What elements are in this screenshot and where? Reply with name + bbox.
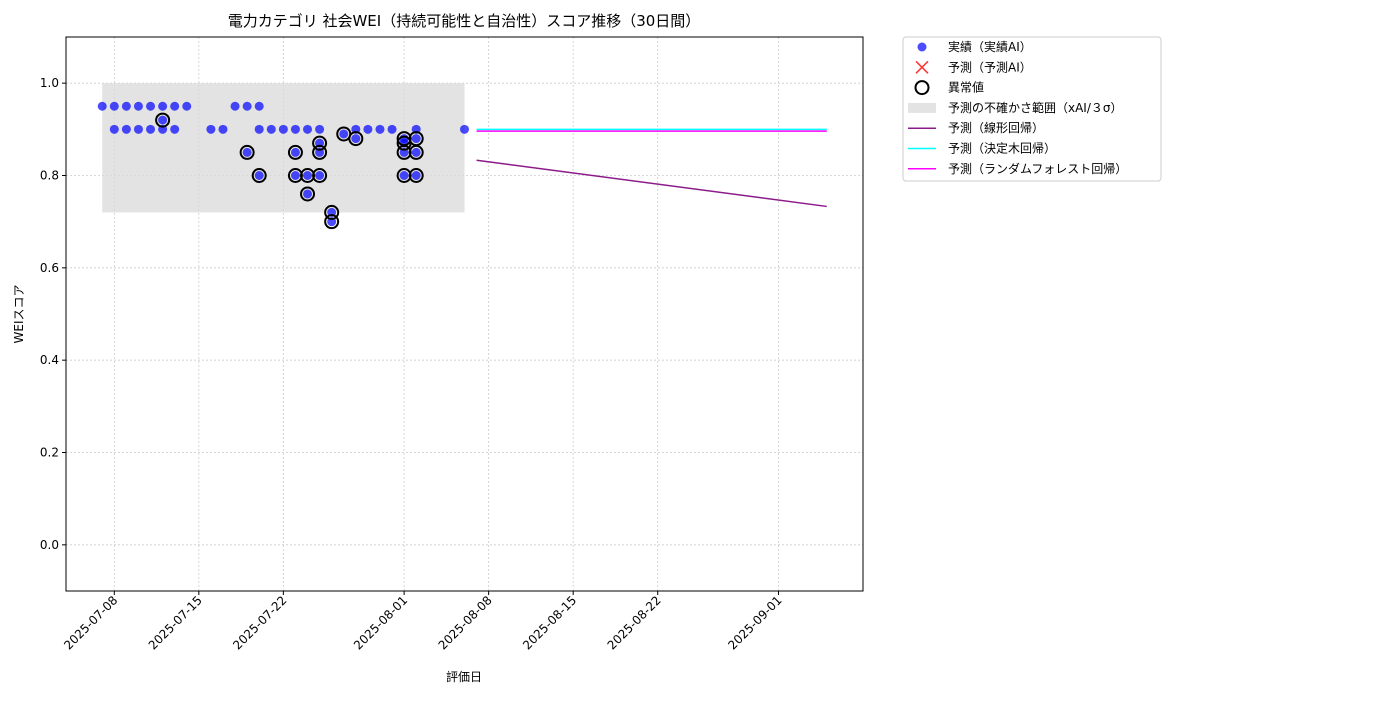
data-point (242, 147, 252, 157)
x-tick-label: 2025-07-08 (61, 593, 120, 652)
anomaly-marker (251, 168, 267, 183)
y-tick-label: 0.0 (40, 538, 59, 552)
data-point (290, 171, 300, 180)
x-tick-label: 2025-08-22 (605, 593, 664, 652)
data-point (218, 124, 228, 134)
data-point (133, 124, 143, 134)
data-point (399, 171, 409, 180)
anomaly-marker (348, 131, 364, 147)
anomaly-marker (408, 131, 424, 147)
data-point (182, 101, 192, 111)
data-point (290, 147, 300, 157)
data-point (170, 124, 180, 134)
anomaly-marker (312, 168, 328, 183)
legend-marker (915, 60, 929, 74)
data-point (375, 124, 385, 134)
legend-box (902, 36, 1162, 182)
data-point (303, 171, 313, 180)
anomaly-marker (312, 135, 328, 151)
data-point (411, 171, 421, 180)
anomaly-marker (239, 144, 255, 160)
anomaly-marker (312, 144, 328, 160)
data-point (351, 134, 361, 144)
legend-marker (917, 42, 927, 52)
anomaly-marker (155, 112, 171, 128)
data-point (411, 147, 421, 157)
forecast-line (476, 159, 827, 208)
data-point (133, 101, 143, 111)
x-tick-label: 2025-09-01 (725, 593, 784, 652)
data-point (230, 101, 240, 111)
x-axis-label: 評価日 (446, 669, 482, 684)
data-point (109, 124, 119, 134)
x-tick-label: 2025-08-01 (351, 593, 410, 652)
chart-title: 電力カテゴリ 社会WEI（持続可能性と自治性）スコア推移（30日間） (228, 12, 701, 30)
data-point (254, 124, 264, 134)
legend-label: 予測（予測AI） (948, 60, 1032, 74)
legend-label: 予測（線形回帰） (948, 120, 1044, 135)
data-point (315, 124, 325, 134)
y-tick-label: 0.8 (40, 169, 59, 183)
y-tick-label: 1.0 (40, 76, 59, 90)
data-point (121, 124, 131, 134)
y-tick-label: 0.2 (40, 446, 59, 460)
data-point (170, 101, 180, 111)
anomaly-marker (324, 204, 340, 220)
y-tick-label: 0.4 (40, 353, 59, 367)
data-point (242, 101, 252, 111)
data-point (387, 124, 397, 134)
x-tick-label: 2025-07-22 (230, 593, 289, 652)
legend-marker (914, 80, 930, 96)
data-point (146, 124, 156, 134)
data-point (121, 101, 131, 111)
data-point (206, 124, 216, 134)
x-tick-label: 2025-08-15 (520, 593, 579, 652)
data-point (158, 115, 168, 125)
data-point (363, 124, 373, 134)
data-point (109, 101, 119, 111)
anomaly-marker (300, 186, 316, 202)
legend-marker (908, 102, 936, 113)
x-tick-label: 2025-07-15 (146, 593, 205, 652)
legend-label: 異常値 (948, 80, 984, 95)
legend-label: 予測の不確かさ範囲（xAI/３σ） (948, 100, 1123, 115)
x-tick-label: 2025-08-08 (436, 593, 495, 652)
data-point (411, 134, 421, 144)
legend-label: 予測（決定木回帰） (948, 141, 1056, 156)
data-point (254, 101, 264, 111)
data-point (460, 124, 469, 134)
data-point (290, 124, 300, 134)
uncertainty-band (102, 83, 465, 213)
data-point (97, 101, 107, 111)
y-axis-label: WEIスコア (12, 285, 26, 344)
data-point (254, 171, 264, 180)
data-point (339, 129, 349, 139)
data-point (315, 171, 325, 180)
plot-frame (65, 36, 864, 592)
anomaly-marker (287, 144, 303, 160)
legend-label: 予測（ランダムフォレスト回帰） (948, 161, 1127, 176)
anomaly-marker (324, 214, 340, 230)
y-tick-label: 0.6 (40, 261, 59, 275)
data-point (146, 101, 156, 111)
data-point (266, 124, 276, 134)
data-point (303, 124, 313, 134)
data-point (158, 101, 168, 111)
legend-label: 実績（実績AI） (948, 39, 1032, 54)
data-point (278, 124, 288, 134)
anomaly-marker (408, 168, 424, 183)
data-point (303, 189, 313, 199)
